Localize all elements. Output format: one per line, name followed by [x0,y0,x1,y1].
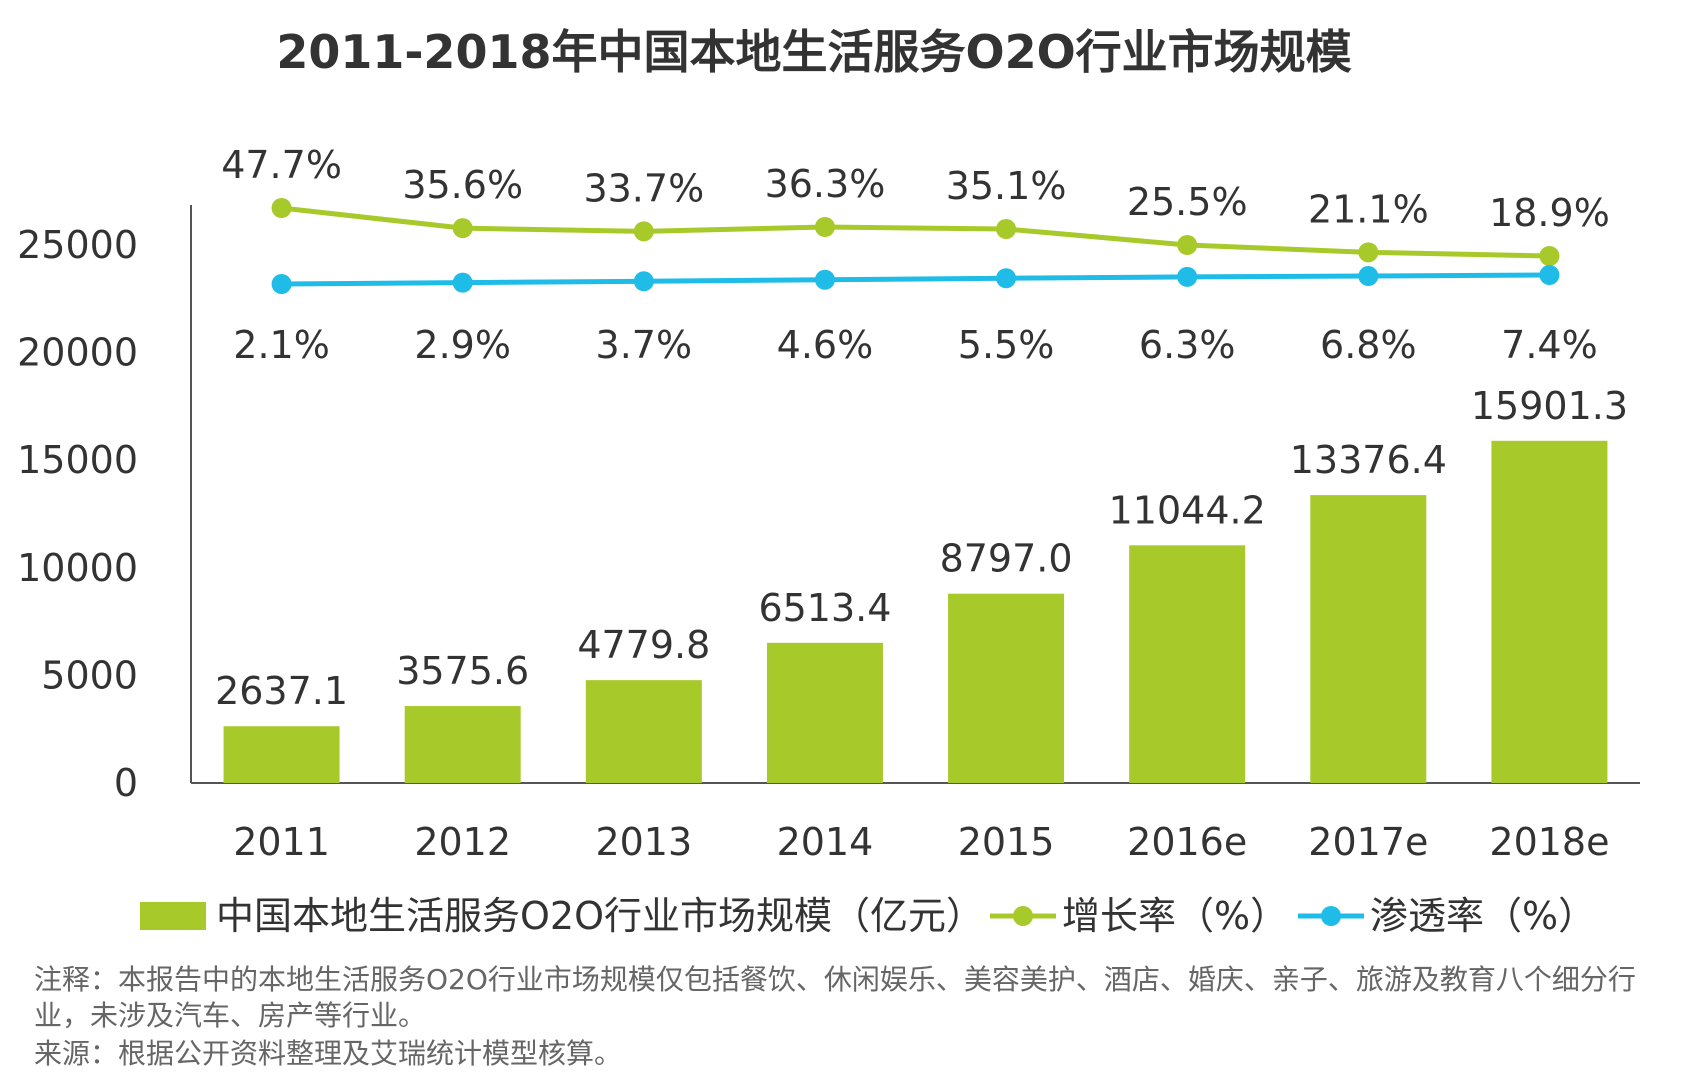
bar [585,680,702,783]
bar-data-label: 13376.4 [1290,438,1447,482]
legend-label-market-size: 中国本地生活服务O2O行业市场规模（亿元） [216,894,984,938]
growth-rate-line [281,205,1550,259]
legend-label-growth-rate: 增长率（%） [1062,894,1288,938]
y-tick-label: 10000 [17,546,138,590]
growth-rate-data-label: 25.5% [1127,180,1248,224]
growth-rate-data-label: 36.3% [765,162,886,206]
x-tick-label: 2014 [777,820,874,864]
bar [1129,545,1246,783]
penetration-rate-data-label: 2.9% [414,323,511,367]
legend-swatch-market-size [140,902,206,930]
axes: 0 5000 10000 15000 20000 25000 2011 2012 2013 201… [17,205,1640,864]
y-tick-label: 25000 [17,223,138,267]
bar [404,706,521,783]
y-tick-label: 0 [114,761,138,805]
growth-rate-data-label: 47.7% [221,143,342,187]
penetration-rate-data-label: 5.5% [958,323,1055,367]
penetration-rate-point [633,271,654,292]
bar [948,593,1065,783]
bars [223,440,1608,783]
growth-rate-point [1539,246,1560,266]
bar [1310,495,1427,783]
x-tick-label: 2017e [1308,820,1428,864]
penetration-rate-data-label: 2.1% [233,323,330,367]
penetration-rate-point [1358,266,1379,287]
penetration-rate-point [996,268,1017,289]
growth-rate-point [452,218,473,239]
y-tick-label: 5000 [41,653,138,697]
bar-data-label: 11044.2 [1109,488,1266,532]
bar [1491,440,1608,783]
bar-data-label: 15901.3 [1471,384,1628,428]
x-tick-label: 2018e [1489,820,1609,864]
x-tick-label: 2012 [414,820,511,864]
penetration-rate-point [814,269,835,290]
x-tick-label: 2016e [1127,820,1247,864]
y-tick-label: 15000 [17,438,138,482]
data-labels: 2637.1 3575.6 4779.8 6513.4 8797.0 11044.2 133… [215,143,1628,713]
growth-rate-data-label: 21.1% [1308,187,1429,231]
x-tick-label: 2011 [233,820,330,864]
growth-rate-data-label: 33.7% [583,166,704,210]
y-tick-label: 20000 [17,331,138,375]
growth-rate-data-label: 18.9% [1489,191,1610,235]
growth-rate-point [814,217,835,237]
bar-data-label: 6513.4 [758,586,891,630]
x-tick-label: 2015 [958,820,1055,864]
legend-label-penetration-rate: 渗透率（%） [1370,894,1596,938]
chart-note: 注释：本报告中的本地生活服务O2O行业市场规模仅包括餐饮、休闲娱乐、美容美护、酒… [34,963,1636,1032]
penetration-rate-point [1177,266,1198,287]
chart-title: 2011-2018年中国本地生活服务O2O行业市场规模 [276,25,1351,79]
bar [223,726,340,783]
bar [766,642,883,783]
penetration-rate-point [271,274,292,294]
legend: 中国本地生活服务O2O行业市场规模（亿元） 增长率（%） 渗透率（%） [140,894,1596,938]
chart-source: 来源：根据公开资料整理及艾瑞统计模型核算。 [34,1037,623,1070]
penetration-rate-point [1539,265,1560,285]
growth-rate-point [271,198,292,218]
growth-rate-point [1177,235,1198,255]
x-tick-label: 2013 [595,820,692,864]
bar-data-label: 2637.1 [215,669,348,713]
penetration-rate-data-label: 6.8% [1320,323,1417,367]
lines [271,198,1560,294]
penetration-rate-data-label: 4.6% [777,323,874,367]
penetration-rate-data-label: 6.3% [1139,323,1236,367]
growth-rate-data-label: 35.1% [946,164,1067,208]
growth-rate-data-label: 35.6% [402,163,523,207]
growth-rate-point [996,219,1017,239]
legend-marker-growth-rate [1013,906,1033,926]
penetration-rate-data-label: 7.4% [1501,323,1598,367]
growth-rate-point [633,221,654,242]
penetration-rate-data-label: 3.7% [596,323,693,367]
penetration-rate-point [452,272,473,293]
growth-rate-point [1358,242,1379,263]
penetration-rate-line [281,272,1550,287]
bar-data-label: 4779.8 [577,623,710,667]
bar-data-label: 3575.6 [396,649,529,693]
bar-data-label: 8797.0 [940,537,1073,581]
legend-marker-penetration-rate [1321,906,1341,926]
